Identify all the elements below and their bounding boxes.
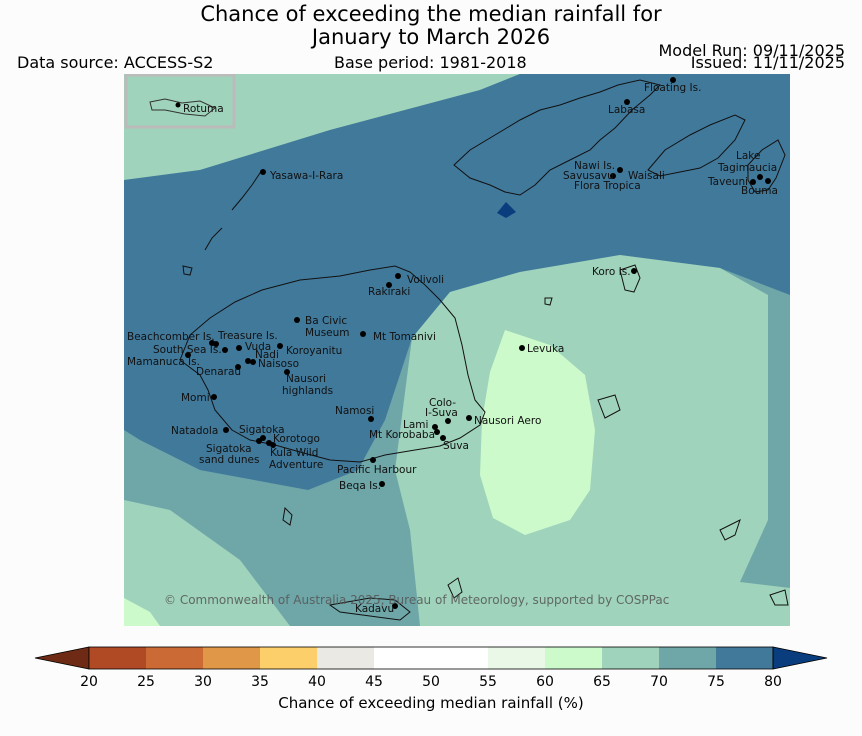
label-bacivic: Ba Civic [305, 315, 347, 327]
label-momi: Momi [181, 392, 210, 404]
rotuma-marker [175, 102, 181, 108]
colorbar-tick-label: 60 [536, 674, 554, 690]
colorbar-tick-label: 70 [650, 674, 668, 690]
label-naisoso: Naisoso [258, 358, 299, 370]
colorbar-extend-low [34, 646, 90, 670]
label-taveuni: Taveuni [707, 176, 748, 188]
label-lake: Lake [736, 150, 760, 162]
title-line-2: January to March 2026 [311, 25, 551, 49]
label-treasure: Treasure Is. [217, 330, 278, 342]
colorbar-swatch [89, 647, 146, 669]
label-namosi: Namosi [335, 405, 374, 417]
model-run: Model Run: 09/11/2025 [658, 41, 846, 60]
label-waisali: Waisali [628, 170, 665, 182]
colorbar-swatch [545, 647, 602, 669]
colorbar-tick-label: 65 [593, 674, 611, 690]
label-koro: Koro Is. [592, 266, 631, 278]
colorbar-tick-label: 40 [308, 674, 326, 690]
label-korobaba: Mt Korobaba [369, 429, 435, 441]
label-tomanivi: Mt Tomanivi [373, 331, 436, 343]
colorbar-swatch [317, 647, 374, 669]
label-lami: Lami [403, 419, 428, 431]
label-natadola: Natadola [171, 425, 218, 437]
label-yasawa: Yasawa-I-Rara [269, 170, 343, 182]
zone-65-bottom-left [124, 500, 290, 626]
colorbar-tick-label: 25 [137, 674, 155, 690]
colorbar-swatch [146, 647, 203, 669]
colorbar-tick-label: 75 [707, 674, 725, 690]
label-adventure: Adventure [269, 459, 323, 471]
colorbar-extend-high [772, 646, 828, 670]
colorbar-swatches [34, 646, 828, 670]
place-markers [185, 77, 771, 609]
colorbar-swatch [602, 647, 659, 669]
colorbar-tick-label: 80 [764, 674, 782, 690]
colorbar-ticks: 20 25 30 35 40 45 50 55 60 65 70 75 80 [80, 674, 782, 690]
label-rakiraki: Rakiraki [368, 286, 410, 298]
label-colo: Colo- [429, 397, 456, 409]
label-denarau: Denarau [196, 366, 241, 378]
label-isuva: I-Suva [425, 407, 458, 419]
base-period: Base period: 1981-2018 [334, 53, 527, 72]
colorbar-tick-label: 45 [365, 674, 383, 690]
label-vuda: Vuda [245, 341, 271, 353]
label-sanddunes: sand dunes [199, 454, 259, 466]
colorbar-swatch [260, 647, 317, 669]
label-nausori: Nausori [286, 373, 326, 385]
label-kula: Kula Wild [270, 447, 318, 459]
zone-60-centre [480, 330, 595, 535]
colorbar-tick-label: 55 [479, 674, 497, 690]
rainfall-map: Rotuma Floating Is. Labasa Nawi Is. Savu… [124, 74, 790, 626]
colorbar-swatch [488, 647, 545, 669]
label-museum: Museum [305, 327, 350, 339]
colorbar-swatch [716, 647, 773, 669]
colorbar-swatch [431, 647, 488, 669]
label-volivoli: Volivoli [407, 274, 444, 286]
label-sigatoka: Sigatoka [239, 424, 285, 436]
label-nadi: Nadi [255, 349, 279, 361]
colorbar-tick-label: 35 [251, 674, 269, 690]
label-dunes: Sigatoka [206, 443, 252, 455]
rotuma-inset [124, 74, 236, 129]
colorbar: 20 25 30 35 40 45 50 55 60 65 70 75 80 Chance of exc… [34, 646, 828, 712]
copyright: © Commonwealth of Australia 2025, Bureau… [164, 593, 669, 607]
label-floating: Floating Is. [644, 82, 701, 94]
label-highlands: highlands [282, 385, 333, 397]
issued-date: Issued: 11/11/2025 [690, 53, 845, 72]
place-labels: Floating Is. Labasa Nawi Is. Savusavu Wa… [127, 82, 778, 615]
label-flora: Flora Tropica [574, 180, 641, 192]
label-southsea: South Sea Is. [153, 344, 222, 356]
label-koroyanitu: Koroyanitu [286, 345, 342, 357]
label-korotogo: Korotogo [273, 433, 320, 445]
label-pacific: Pacific Harbour [337, 464, 417, 476]
colorbar-swatch [203, 647, 260, 669]
colorbar-frame [88, 646, 774, 670]
zone-75-band [124, 74, 790, 490]
coastlines [179, 79, 789, 621]
zone-80-spot [497, 202, 516, 218]
label-tagimaucia: Tagimaucia [717, 162, 777, 174]
colorbar-label: Chance of exceeding median rainfall (%) [278, 694, 583, 712]
zone-60-corner [124, 598, 160, 626]
colorbar-tick-label: 20 [80, 674, 98, 690]
colorbar-tick-label: 30 [194, 674, 212, 690]
label-beachcomber: Beachcomber Is. [127, 331, 215, 343]
label-mamanuca: Mamanuca Is. [127, 356, 200, 368]
label-nawi: Nawi Is. [574, 160, 615, 172]
label-beqa: Beqa Is. [339, 480, 381, 492]
label-kadavu: Kadavu [355, 603, 394, 615]
label-levuka: Levuka [527, 343, 564, 355]
label-nausoriaero: Nausori Aero [474, 415, 541, 427]
colorbar-swatch [659, 647, 716, 669]
label-labasa: Labasa [608, 104, 645, 116]
colorbar-tick-label: 50 [422, 674, 440, 690]
rotuma-island [149, 98, 216, 117]
label-savusavu: Savusavu [563, 170, 614, 182]
colorbar-swatch [374, 647, 431, 669]
data-source: Data source: ACCESS-S2 [17, 53, 214, 72]
rotuma-label: Rotuma [183, 103, 224, 115]
label-bouma: Bouma [741, 185, 778, 197]
label-suva: Suva [443, 440, 469, 452]
title-line-1: Chance of exceeding the median rainfall … [200, 2, 662, 26]
